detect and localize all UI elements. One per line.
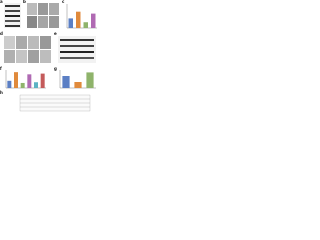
bar (7, 80, 12, 88)
panel-label: d (0, 31, 3, 36)
bar (62, 76, 70, 88)
table-h (19, 94, 91, 112)
bar (86, 72, 94, 88)
bar (14, 72, 18, 88)
micrographs-b (27, 3, 59, 28)
blot-e (58, 36, 96, 63)
bar (68, 18, 73, 28)
bar (76, 11, 81, 28)
bar (83, 22, 88, 28)
panel-label: e (54, 31, 57, 36)
figure: a b c d e f g h (0, 0, 97, 112)
blot-a (4, 3, 21, 28)
panel-label: g (54, 66, 57, 71)
panel-label: a (0, 0, 3, 4)
bar (20, 82, 25, 88)
bar (34, 82, 38, 88)
bar (74, 82, 82, 88)
panel-label: h (0, 90, 3, 95)
panel-label: c (62, 0, 65, 4)
bar (40, 73, 45, 88)
panel-label: f (0, 66, 2, 71)
panel-label: b (23, 0, 26, 4)
micrographs-d (4, 36, 51, 63)
bar (91, 13, 96, 28)
bar (27, 74, 32, 88)
